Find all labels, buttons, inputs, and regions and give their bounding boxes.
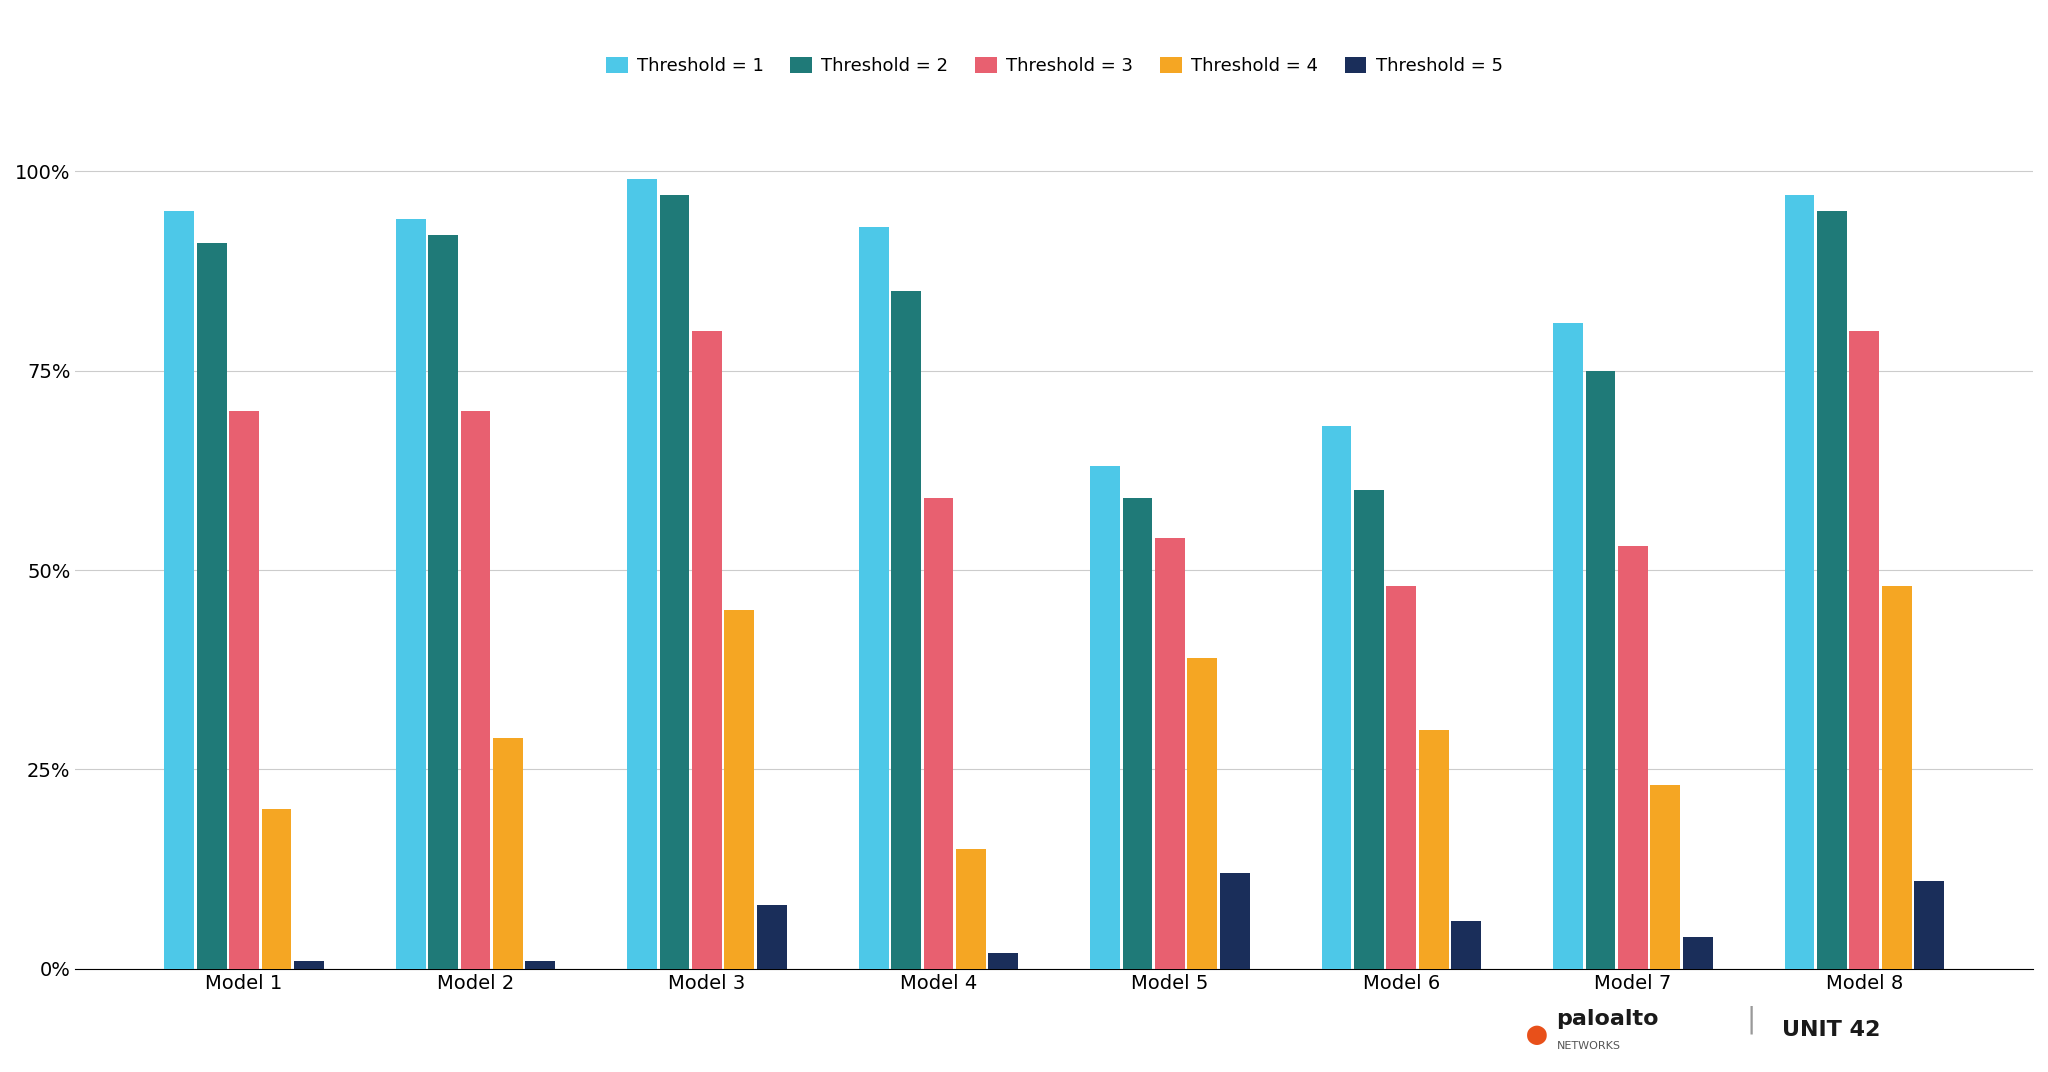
- Bar: [1188, 658, 1217, 969]
- Bar: [461, 411, 489, 969]
- Bar: [1784, 195, 1815, 969]
- Bar: [659, 195, 690, 969]
- Bar: [526, 961, 555, 969]
- Bar: [262, 809, 291, 969]
- Bar: [1585, 371, 1616, 969]
- Bar: [1321, 427, 1352, 969]
- Bar: [428, 235, 459, 969]
- Text: paloalto: paloalto: [1556, 1009, 1659, 1029]
- Text: ⬤: ⬤: [1526, 1026, 1548, 1045]
- Bar: [924, 498, 954, 969]
- Bar: [891, 291, 922, 969]
- Bar: [197, 243, 227, 969]
- Bar: [1651, 786, 1679, 969]
- Bar: [1915, 881, 1944, 969]
- Bar: [956, 849, 985, 969]
- Bar: [1221, 873, 1249, 969]
- Bar: [1552, 323, 1583, 969]
- Bar: [627, 179, 657, 969]
- Bar: [1122, 498, 1153, 969]
- Bar: [1849, 331, 1880, 969]
- Text: NETWORKS: NETWORKS: [1556, 1041, 1620, 1051]
- Bar: [494, 738, 522, 969]
- Bar: [758, 905, 786, 969]
- Bar: [1419, 730, 1448, 969]
- Bar: [1354, 490, 1384, 969]
- Bar: [395, 219, 426, 969]
- Bar: [164, 211, 195, 969]
- Legend: Threshold = 1, Threshold = 2, Threshold = 3, Threshold = 4, Threshold = 5: Threshold = 1, Threshold = 2, Threshold …: [606, 57, 1503, 75]
- Bar: [1155, 538, 1186, 969]
- Bar: [1683, 937, 1712, 969]
- Bar: [1618, 546, 1649, 969]
- Bar: [1882, 586, 1911, 969]
- Bar: [295, 961, 324, 969]
- Text: UNIT 42: UNIT 42: [1782, 1019, 1880, 1040]
- Bar: [1090, 466, 1120, 969]
- Bar: [1386, 586, 1417, 969]
- Bar: [989, 953, 1018, 969]
- Bar: [858, 227, 889, 969]
- Bar: [1452, 921, 1481, 969]
- Bar: [229, 411, 258, 969]
- Bar: [692, 331, 721, 969]
- Bar: [1817, 211, 1847, 969]
- Bar: [725, 610, 754, 969]
- Text: |: |: [1747, 1006, 1755, 1034]
